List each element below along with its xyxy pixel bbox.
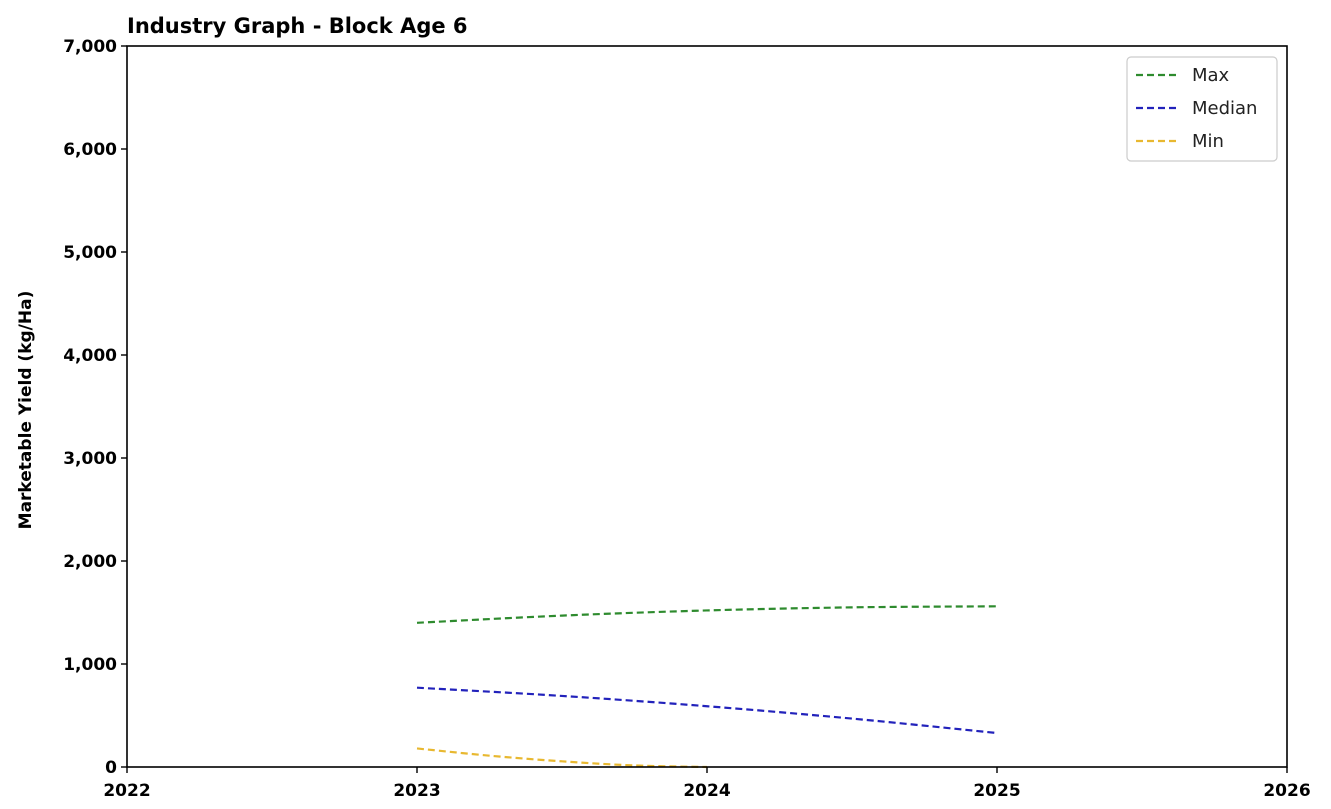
y-tick-label: 6,000	[63, 140, 117, 160]
series-line-max	[416, 605, 998, 624]
plot-lines	[416, 605, 998, 769]
x-tick-label: 2022	[103, 781, 150, 801]
legend-label-max: Max	[1192, 65, 1230, 86]
series-line-median	[416, 686, 998, 735]
y-tick-label: 7,000	[63, 37, 117, 57]
x-tick-label: 2023	[393, 781, 440, 801]
legend-label-min: Min	[1192, 131, 1224, 152]
y-axis-label: Marketable Yield (kg/Ha)	[16, 291, 36, 530]
y-tick-label: 3,000	[63, 449, 117, 469]
legend: Max Median Min	[1126, 56, 1278, 162]
y-tick-label: 0	[105, 758, 117, 778]
y-tick-label: 1,000	[63, 655, 117, 675]
y-tick-label: 4,000	[63, 346, 117, 366]
chart-title: Industry Graph - Block Age 6	[127, 14, 468, 38]
y-axis: 0 1,000 2,000 3,000 4,000 5,000 6,000 7,000	[63, 37, 127, 778]
legend-box	[1126, 56, 1278, 162]
x-tick-label: 2024	[683, 781, 730, 801]
x-axis: 2022 2023 2024 2025 2026	[103, 767, 1311, 801]
series-line-min	[416, 747, 708, 769]
legend-label-median: Median	[1192, 98, 1257, 119]
plot-area-frame	[126, 45, 1288, 768]
y-tick-label: 2,000	[63, 552, 117, 572]
x-tick-label: 2025	[973, 781, 1020, 801]
y-tick-label: 5,000	[63, 243, 117, 263]
x-tick-label: 2026	[1263, 781, 1310, 801]
